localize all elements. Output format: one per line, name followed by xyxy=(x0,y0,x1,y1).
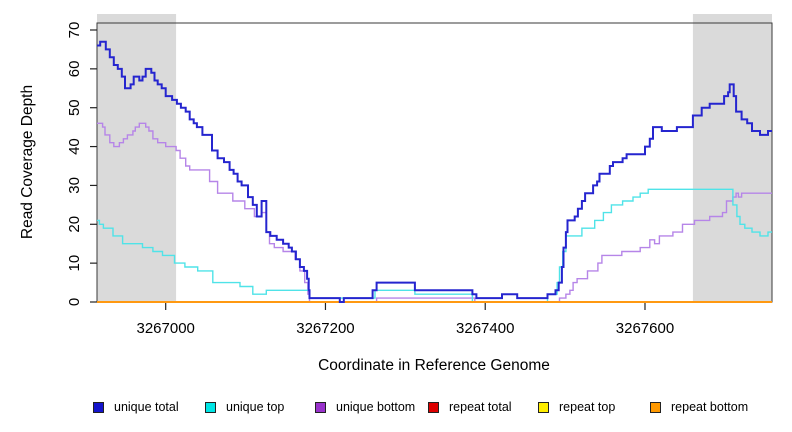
x-axis: 3267000 3267200 3267400 3267600 xyxy=(136,303,674,337)
series-lines xyxy=(97,40,772,303)
shaded-regions xyxy=(97,14,772,302)
plot-box xyxy=(96,22,773,303)
y-tick-label: 70 xyxy=(66,22,83,39)
y-tick-label: 20 xyxy=(66,216,83,233)
y-tick-label: 0 xyxy=(66,298,83,306)
series-line-unique-total xyxy=(97,40,772,303)
y-tick-label: 10 xyxy=(66,255,83,272)
y-tick-label: 60 xyxy=(66,61,83,78)
shaded-region xyxy=(692,14,772,302)
x-tick-label: 3267600 xyxy=(616,320,674,337)
x-tick-label: 3267200 xyxy=(296,320,354,337)
x-axis-title: Coordinate in Reference Genome xyxy=(318,357,550,374)
y-tick-label: 50 xyxy=(66,99,83,116)
series-line-unique-bottom xyxy=(97,122,772,303)
y-axis-title: Read Coverage Depth xyxy=(19,84,36,240)
x-tick-label: 3267000 xyxy=(136,320,194,337)
y-tick-label: 40 xyxy=(66,138,83,155)
y-tick-label: 30 xyxy=(66,177,83,194)
y-axis: 0 10 20 30 40 50 60 70 xyxy=(66,22,97,306)
x-tick-label: 3267400 xyxy=(456,320,514,337)
series-line-unique-top xyxy=(97,188,772,303)
